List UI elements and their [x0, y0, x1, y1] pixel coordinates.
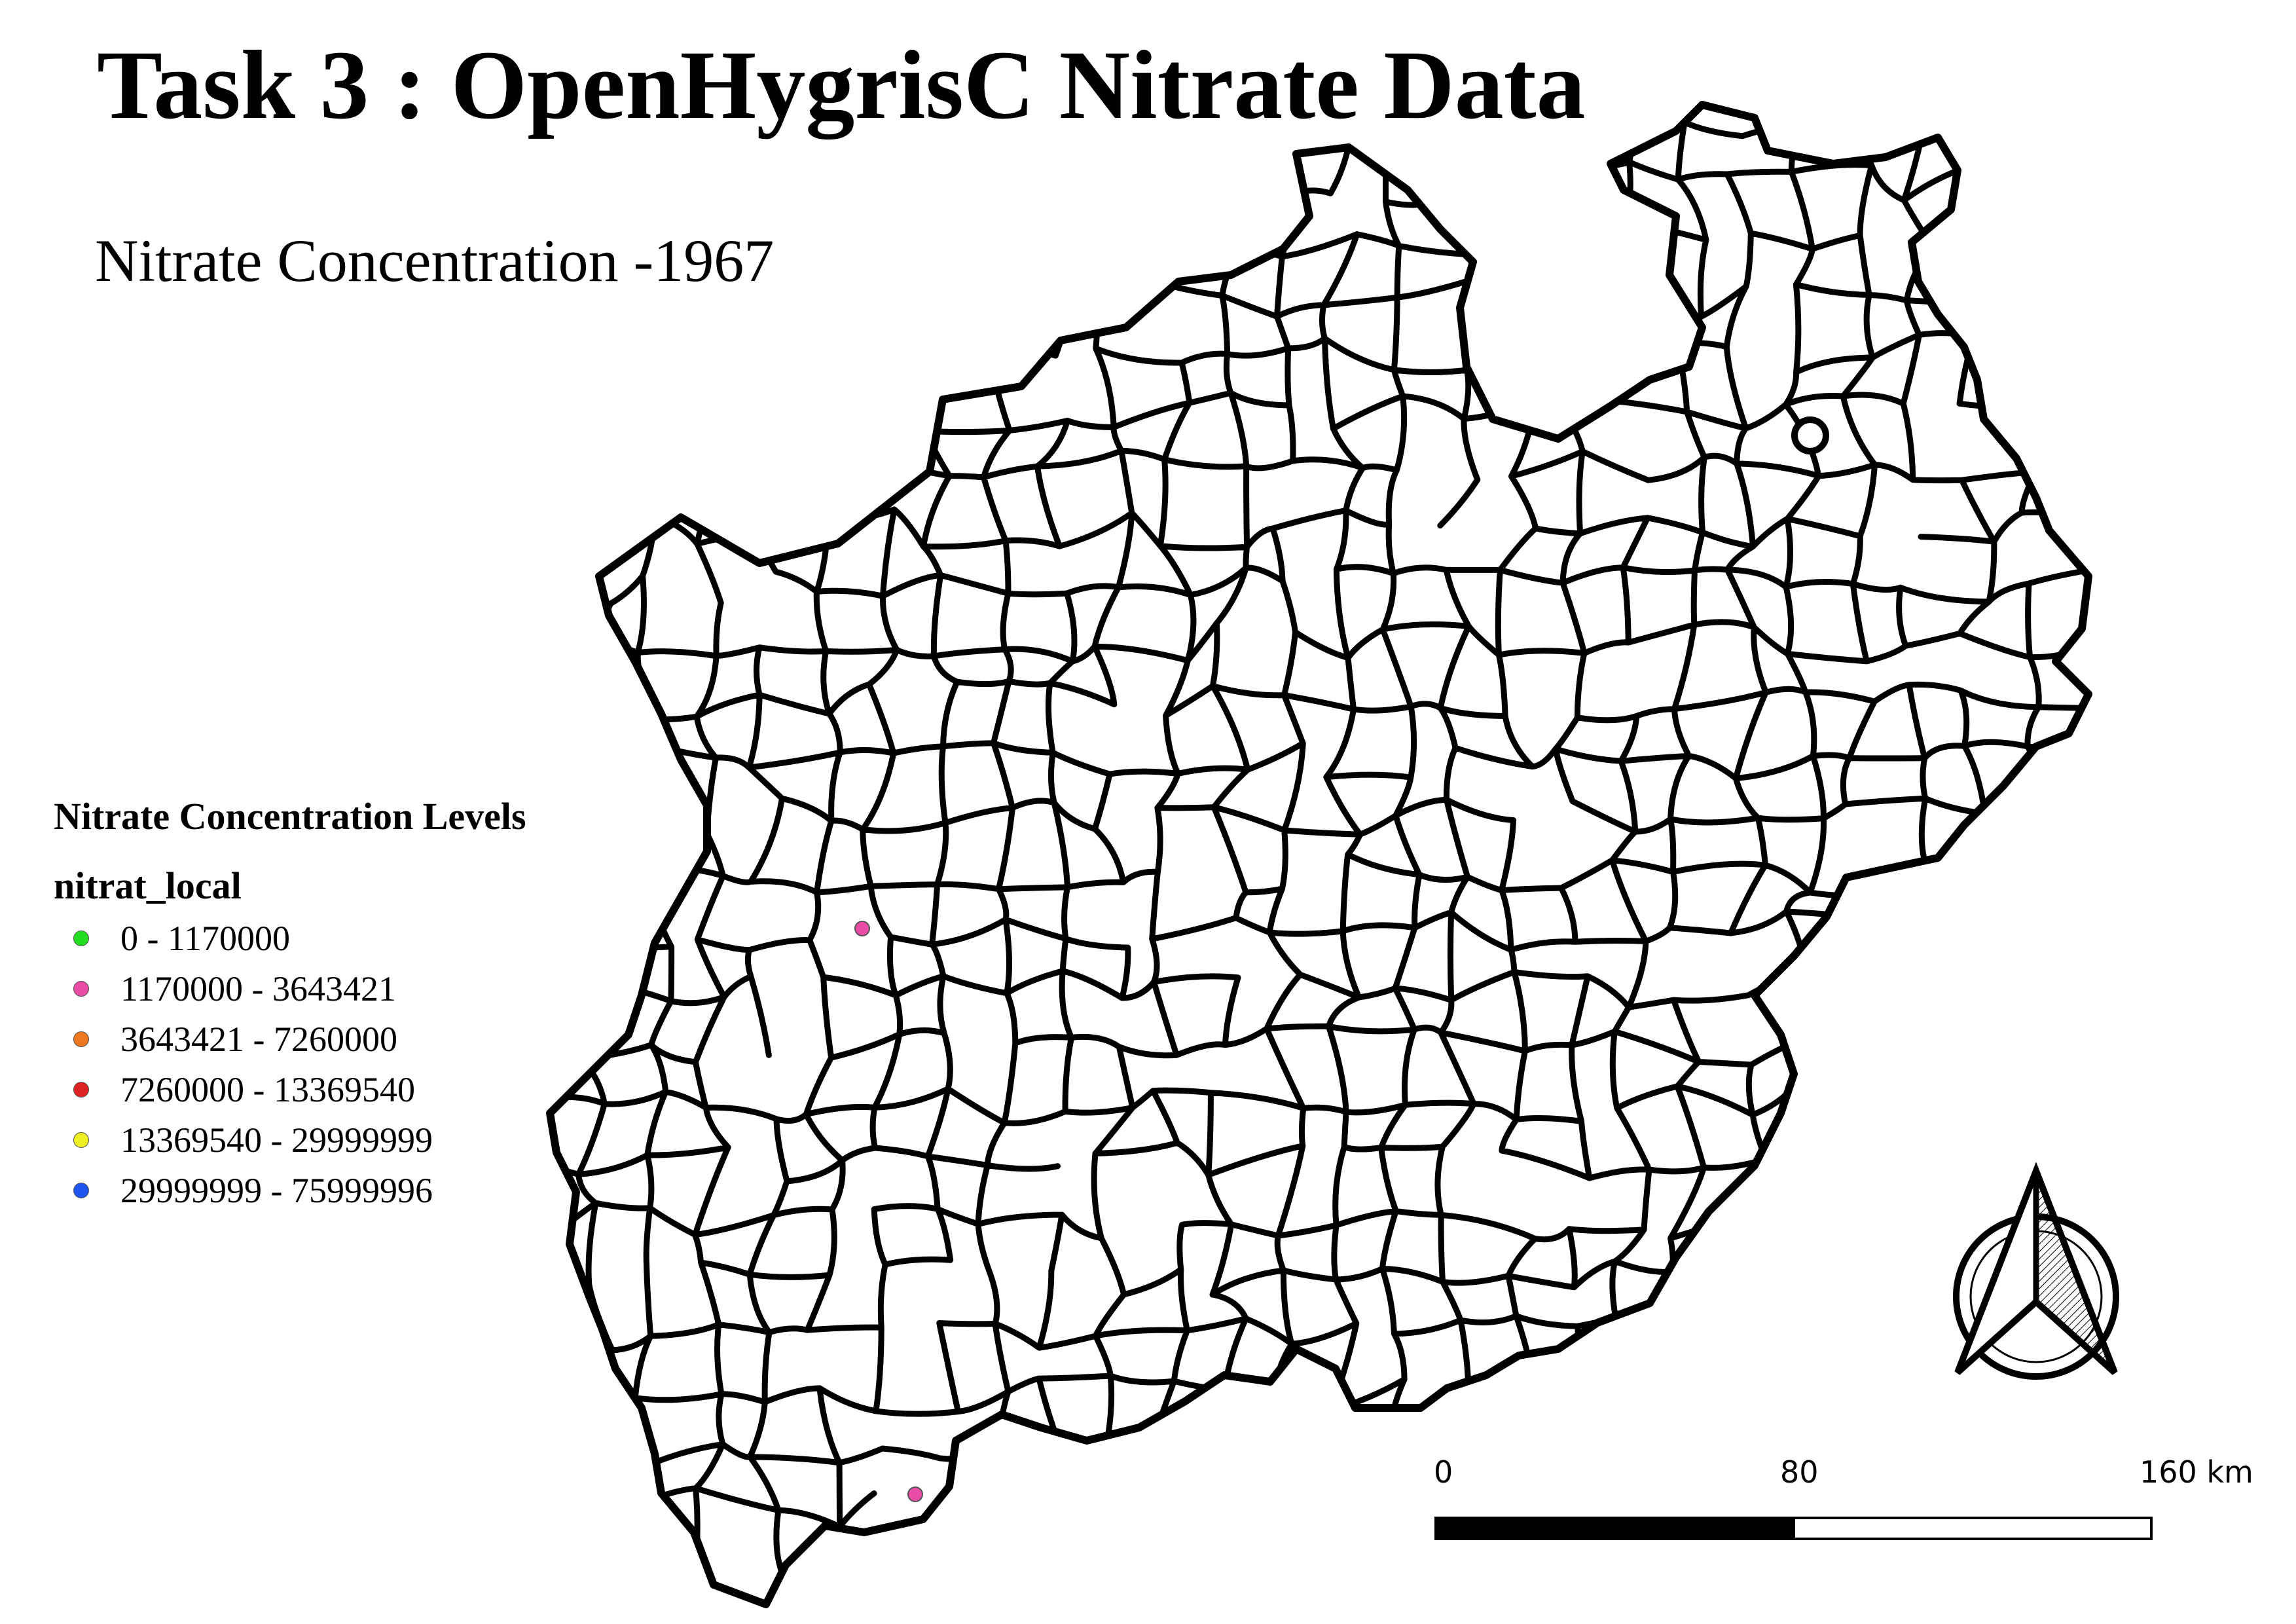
legend-item: 0 - 1170000: [54, 913, 526, 963]
sample-point-2[interactable]: [907, 1486, 923, 1502]
legend-swatch-yellow: [73, 1132, 89, 1148]
legend-field-name: nitrat_local: [54, 864, 242, 907]
municipality-boundary-lines: [550, 105, 2088, 1604]
scale-bar-segments: [1434, 1517, 2153, 1540]
north-arrow-icon: [1953, 1162, 2119, 1380]
legend-swatch-red: [73, 1081, 89, 1098]
scale-label-160: 160 km: [2140, 1454, 2253, 1490]
sample-point-1[interactable]: [854, 921, 870, 936]
legend-item: 29999999 - 75999996: [54, 1165, 526, 1215]
legend-heading: Nitrate Concentration Levels: [54, 795, 526, 838]
municipality-boundaries: [550, 105, 2088, 1604]
legend-label: 7260000 - 13369540: [120, 1069, 415, 1109]
legend-item: 1170000 - 3643421: [54, 963, 526, 1014]
legend-swatch-green: [73, 930, 89, 946]
legend-swatch-blue: [73, 1182, 89, 1198]
map-title: Task 3 : OpenHygrisC Nitrate Data: [97, 31, 1586, 139]
scale-bar: 0 80 160 km: [1434, 1454, 2253, 1562]
city-enclave: [1791, 416, 1829, 454]
legend-label: 13369540 - 29999999: [120, 1120, 433, 1160]
legend-swatch-orange: [73, 1031, 89, 1047]
legend-label: 3643421 - 7260000: [120, 1019, 397, 1059]
legend-label: 1170000 - 3643421: [120, 969, 396, 1008]
legend: Nitrate Concentration Levels nitrat_loca…: [54, 798, 526, 1215]
legend-items: 0 - 1170000 1170000 - 3643421 3643421 - …: [54, 913, 526, 1215]
map-subtitle: Nitrate Concentration -1967: [95, 227, 774, 294]
legend-label: 0 - 1170000: [120, 918, 290, 958]
legend-item: 7260000 - 13369540: [54, 1064, 526, 1115]
legend-swatch-pink: [73, 980, 89, 997]
legend-item: 3643421 - 7260000: [54, 1014, 526, 1064]
legend-item: 13369540 - 29999999: [54, 1115, 526, 1165]
legend-label: 29999999 - 75999996: [120, 1170, 433, 1210]
scale-label-80: 80: [1780, 1454, 1819, 1490]
scale-label-0: 0: [1434, 1454, 1453, 1490]
state-outline: [546, 101, 2092, 1608]
